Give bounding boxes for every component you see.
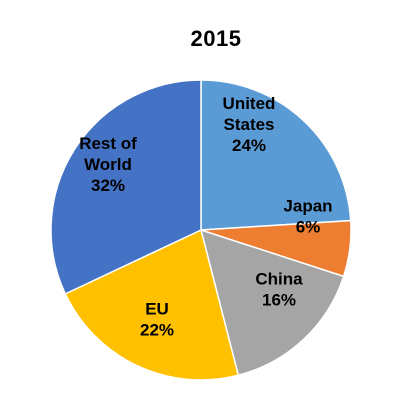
pie-slice-eu <box>64 228 240 381</box>
slice-label-rest-of-world: Rest of World 32% <box>79 134 137 195</box>
slice-name-label: United <box>223 94 276 113</box>
slice-name-label: Japan <box>283 197 332 216</box>
slice-name-label: States <box>223 115 274 134</box>
pie-slice-china <box>199 228 345 377</box>
slice-value-label: 16% <box>262 291 296 310</box>
slice-label-united-states: United States 24% <box>223 94 276 155</box>
slice-value-label: 32% <box>91 176 125 195</box>
slice-label-china: China 16% <box>255 270 303 310</box>
slice-name-label: China <box>255 270 303 289</box>
pie-slice-rest-of-world <box>50 79 202 295</box>
slice-value-label: 6% <box>296 218 321 237</box>
slice-label-japan: Japan 6% <box>283 197 332 237</box>
pie-slice-united-states <box>200 79 352 231</box>
chart-title: 2015 <box>190 26 242 51</box>
slices-layer <box>50 79 352 381</box>
slice-value-label: 22% <box>140 321 174 340</box>
slice-value-label: 24% <box>232 136 266 155</box>
slice-name-label: World <box>84 155 132 174</box>
slice-label-eu: EU 22% <box>140 300 174 340</box>
labels-layer: United States 24% Japan 6% China 16% EU 22% Rest … <box>79 94 332 340</box>
slice-name-label: Rest of <box>79 134 137 153</box>
slice-name-label: EU <box>145 300 169 319</box>
